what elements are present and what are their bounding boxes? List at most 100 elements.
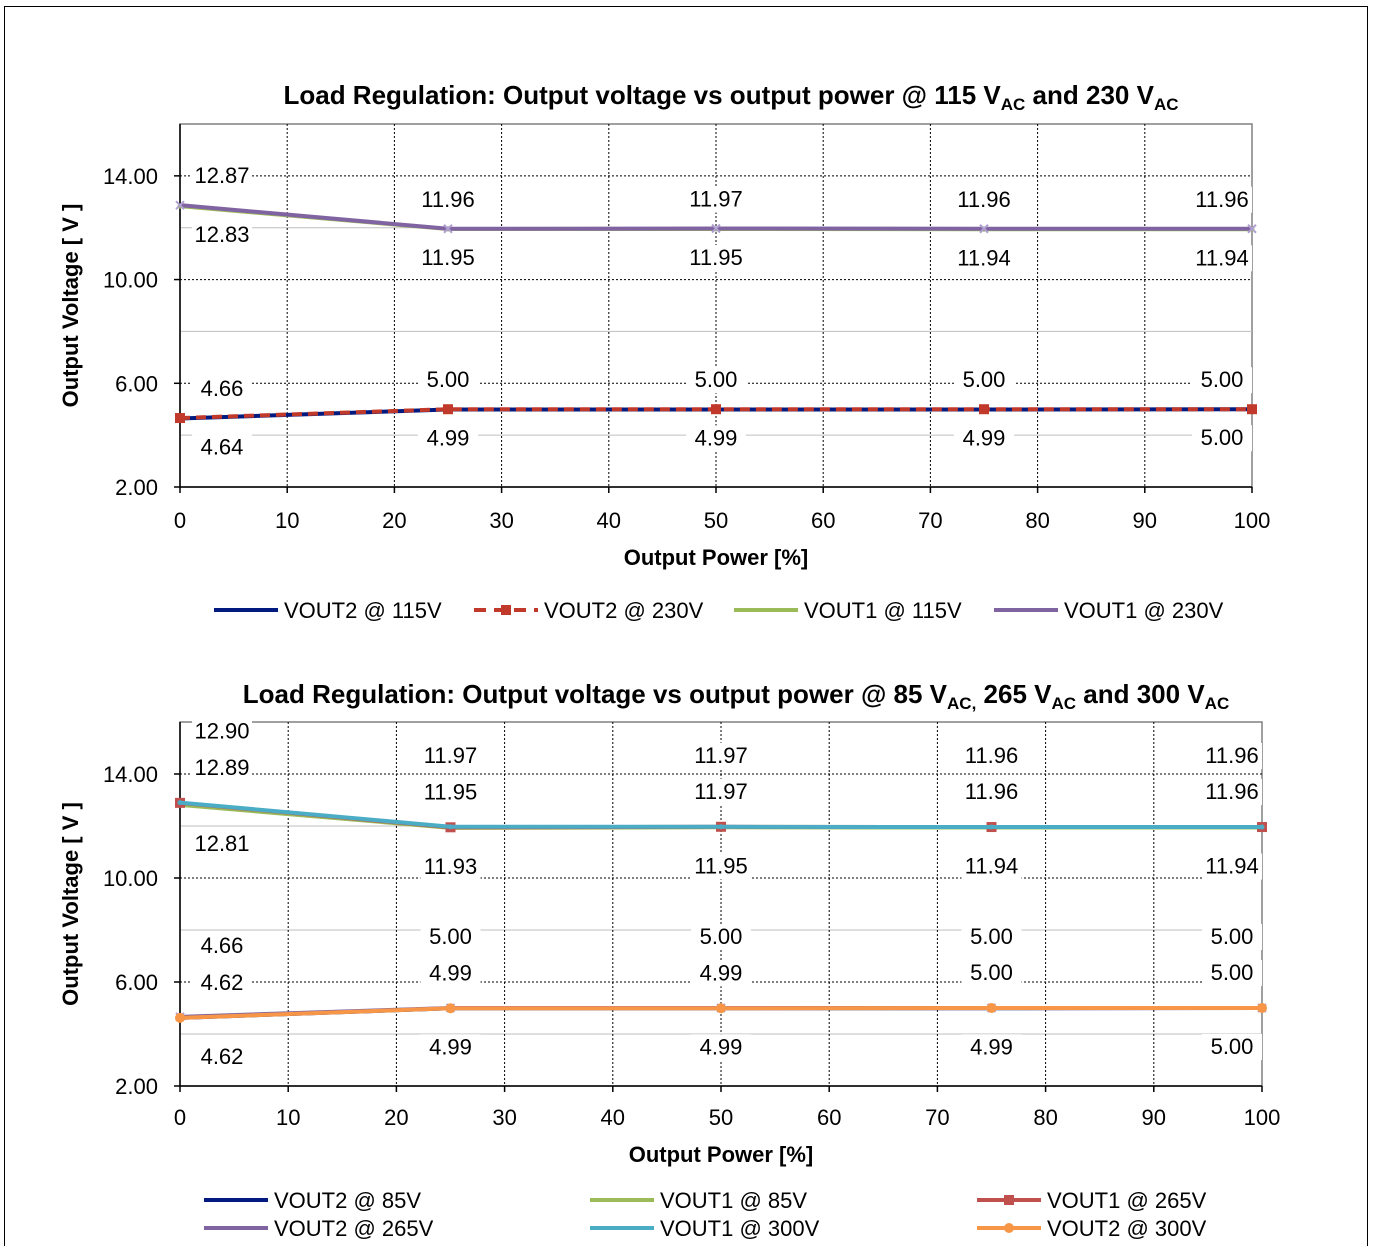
data-label-bg — [418, 245, 478, 272]
data-label: 5.00 — [963, 367, 1006, 392]
title-segment: and 300 V — [1076, 679, 1205, 709]
data-label-bg — [961, 853, 1022, 880]
x-tick-label: 0 — [174, 508, 186, 533]
data-label-bg — [418, 425, 478, 452]
x-tick-label: 90 — [1133, 508, 1157, 533]
series-marker — [711, 404, 721, 415]
data-label: 4.62 — [201, 970, 244, 995]
data-label: 4.99 — [963, 425, 1006, 450]
x-tick-label: 10 — [276, 1105, 300, 1130]
data-label: 11.95 — [694, 853, 747, 878]
title-subscript: AC — [1205, 694, 1230, 713]
data-label-bg — [1202, 1034, 1262, 1060]
x-tick-label: 30 — [492, 1105, 516, 1130]
data-label-bg — [691, 960, 751, 987]
data-label-bg — [192, 376, 252, 403]
data-label-bg — [961, 779, 1022, 806]
y-tick-label: 10.00 — [103, 866, 158, 891]
series-marker — [1247, 404, 1257, 415]
data-label: 11.95 — [421, 245, 474, 270]
chart-title: Load Regulation: Output voltage vs outpu… — [243, 679, 1229, 713]
x-tick-label: 40 — [597, 508, 621, 533]
x-tick-label: 60 — [817, 1105, 841, 1130]
legend-label: VOUT2 @ 265V — [274, 1216, 434, 1240]
chart-title: Load Regulation: Output voltage vs outpu… — [283, 80, 1178, 114]
series-marker — [979, 404, 989, 415]
x-tick-label: 100 — [1244, 1105, 1281, 1130]
data-label-bg — [192, 969, 252, 996]
legend-marker — [1004, 1195, 1014, 1205]
title-segment: Load Regulation: Output voltage vs outpu… — [243, 679, 948, 709]
x-axis-title: Output Power [%] — [624, 545, 809, 570]
data-label: 11.96 — [1195, 187, 1248, 212]
data-label: 5.00 — [429, 924, 472, 949]
title-subscript: AC — [1154, 95, 1179, 114]
data-label-bg — [192, 1043, 252, 1070]
data-label: 5.00 — [700, 924, 743, 949]
series-marker — [443, 224, 453, 234]
legend-marker — [1004, 1223, 1014, 1233]
data-label-bg — [192, 754, 252, 781]
x-tick-label: 70 — [918, 508, 942, 533]
data-label: 11.96 — [965, 743, 1018, 768]
data-label: 5.00 — [1211, 924, 1254, 949]
data-label: 11.96 — [421, 187, 474, 212]
data-label-bg — [691, 1034, 751, 1061]
data-label-bg — [420, 742, 481, 769]
data-label-bg — [420, 924, 481, 950]
legend-label: VOUT1 @ 85V — [660, 1188, 807, 1213]
series-marker — [445, 1003, 456, 1014]
data-label-bg — [954, 245, 1014, 272]
data-label-bg — [954, 425, 1014, 452]
series-marker — [1247, 224, 1257, 234]
series-marker — [716, 1003, 726, 1014]
series-marker — [718, 824, 724, 830]
series-marker — [979, 224, 989, 234]
y-tick-label: 14.00 — [103, 762, 158, 787]
data-label: 11.93 — [424, 854, 477, 879]
y-tick-label: 2.00 — [115, 475, 158, 500]
data-label-bg — [192, 932, 252, 959]
title-segment: 265 V — [976, 679, 1052, 709]
y-tick-label: 6.00 — [115, 371, 158, 396]
data-label-bg — [420, 779, 481, 806]
data-label-bg — [954, 186, 1014, 213]
y-tick-label: 14.00 — [103, 164, 158, 189]
data-label-bg — [686, 425, 746, 452]
data-label-bg — [1192, 367, 1252, 394]
data-label: 11.96 — [957, 187, 1010, 212]
legend-label: VOUT2 @ 115V — [284, 598, 442, 623]
data-label-bg — [418, 186, 478, 213]
chart-85v-265v-300v: Load Regulation: Output voltage vs outpu… — [58, 679, 1280, 1240]
series-marker — [711, 223, 721, 234]
x-tick-label: 0 — [174, 1105, 186, 1130]
data-label-bg — [192, 163, 252, 190]
data-label: 5.00 — [1201, 367, 1244, 392]
data-label: 11.94 — [1195, 245, 1248, 270]
data-label: 11.95 — [424, 779, 477, 804]
data-label-bg — [686, 367, 746, 394]
data-label: 11.97 — [689, 186, 742, 211]
data-label-bg — [961, 960, 1022, 986]
data-label-bg — [1202, 779, 1262, 806]
y-axis-title: Output Voltage [ V ] — [58, 204, 83, 408]
data-label-bg — [1192, 186, 1252, 213]
data-label-bg — [1202, 960, 1262, 986]
x-tick-label: 60 — [811, 508, 835, 533]
x-tick-label: 30 — [489, 508, 513, 533]
data-label: 5.00 — [970, 924, 1013, 949]
data-label-bg — [691, 778, 751, 805]
x-tick-label: 100 — [1234, 508, 1271, 533]
legend-label: VOUT2 @ 300V — [1047, 1216, 1207, 1240]
data-label: 5.00 — [1211, 1034, 1254, 1059]
data-label: 4.99 — [700, 960, 743, 985]
series-marker — [1259, 824, 1265, 830]
title-subscript: AC — [1001, 95, 1026, 114]
data-label-bg — [420, 960, 481, 987]
x-tick-label: 50 — [704, 508, 728, 533]
data-label: 5.00 — [970, 960, 1013, 985]
data-label: 11.94 — [957, 245, 1010, 270]
x-tick-label: 70 — [925, 1105, 949, 1130]
x-axis-title: Output Power [%] — [629, 1142, 814, 1167]
